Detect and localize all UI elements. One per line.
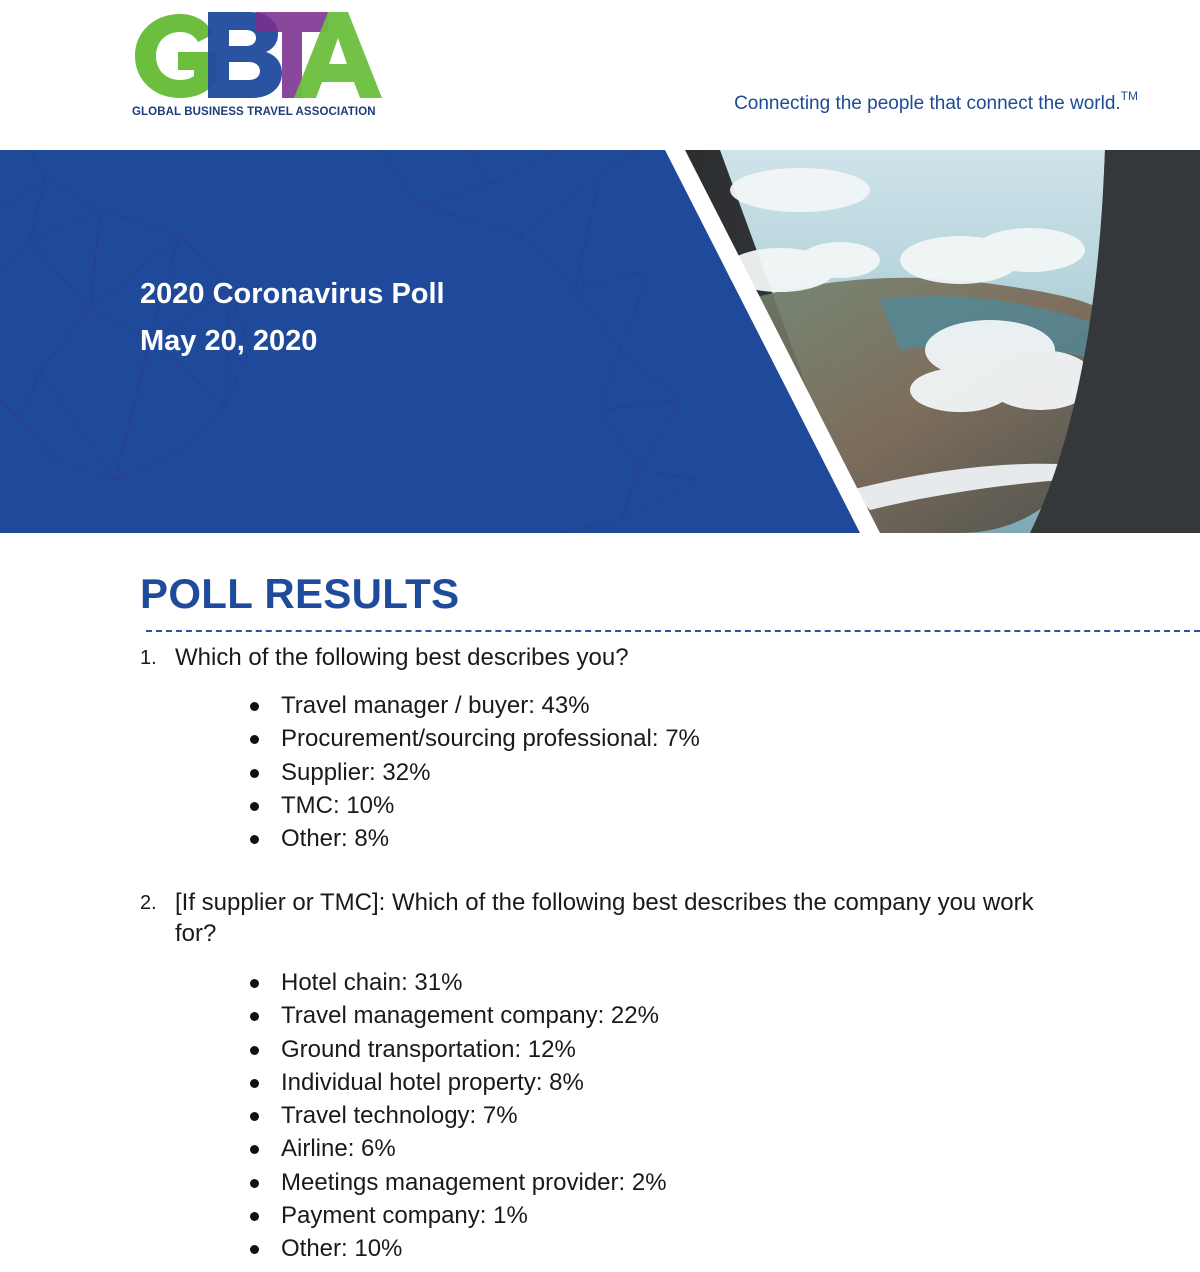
answer-list-2: Hotel chain: 31% Travel management compa… <box>246 966 667 1266</box>
answer-text: Other: 8% <box>281 825 390 853</box>
question-text: Which of the following best describes yo… <box>175 644 629 671</box>
answer-text: Payment company: 1% <box>281 1202 528 1230</box>
question-2: 2. [If supplier or TMC]: Which of the fo… <box>140 887 1040 949</box>
answer-text: Individual hotel property: 8% <box>281 1068 584 1096</box>
tagline: Connecting the people that connect the w… <box>734 89 1138 115</box>
question-text: [If supplier or TMC]: Which of the follo… <box>175 889 1034 947</box>
question-1: 1. Which of the following best describes… <box>140 642 1040 673</box>
blue-panel <box>0 150 860 533</box>
bullet-icon <box>250 1045 259 1055</box>
poll-title: 2020 Coronavirus Poll <box>140 278 445 310</box>
bullet-icon <box>250 979 259 988</box>
bullet-icon <box>250 1112 259 1122</box>
bullet-icon <box>250 1078 259 1088</box>
answer-item: Travel technology: 7% <box>246 1099 667 1132</box>
bullet-icon <box>250 801 259 811</box>
banner-graphic <box>0 150 1200 533</box>
answer-item: Hotel chain: 31% <box>246 966 667 999</box>
answer-text: Travel management company: 22% <box>281 1002 659 1030</box>
tagline-text: Connecting the people that connect the w… <box>734 93 1121 114</box>
answer-item: Other: 8% <box>246 822 700 855</box>
trademark-mark: TM <box>1120 89 1138 103</box>
hero-banner: 2020 Coronavirus Poll May 20, 2020 <box>0 150 1200 533</box>
poll-date: May 20, 2020 <box>140 325 318 357</box>
answer-text: Supplier: 32% <box>281 758 431 786</box>
poll-results-heading: POLL RESULTS <box>140 570 460 617</box>
bullet-icon <box>250 702 259 711</box>
answer-list-1: Travel manager / buyer: 43% Procurement/… <box>246 689 700 855</box>
answer-item: Travel manager / buyer: 43% <box>246 689 700 722</box>
answer-item: Payment company: 1% <box>246 1199 667 1232</box>
dashed-divider <box>146 630 1200 632</box>
bullet-icon <box>250 735 259 745</box>
bullet-icon <box>250 1212 259 1222</box>
answer-text: TMC: 10% <box>281 791 395 819</box>
answer-text: Hotel chain: 31% <box>281 969 463 996</box>
answer-item: Individual hotel property: 8% <box>246 1066 667 1099</box>
bullet-icon <box>250 1245 259 1255</box>
bullet-icon <box>250 1145 259 1155</box>
network-pattern <box>0 150 701 533</box>
question-number: 1. <box>140 647 157 669</box>
answer-text: Airline: 6% <box>281 1135 396 1163</box>
answer-item: Procurement/sourcing professional: 7% <box>246 722 700 755</box>
answer-item: Supplier: 32% <box>246 756 700 789</box>
diagonal-divider <box>665 150 880 533</box>
answer-text: Meetings management provider: 2% <box>281 1168 667 1196</box>
answer-item: Ground transportation: 12% <box>246 1033 667 1066</box>
logo-subtitle: GLOBAL BUSINESS TRAVEL ASSOCIATION <box>132 106 376 118</box>
answer-item: TMC: 10% <box>246 789 700 822</box>
answer-text: Travel manager / buyer: 43% <box>281 692 590 719</box>
answer-item: Airline: 6% <box>246 1132 667 1165</box>
answer-text: Procurement/sourcing professional: 7% <box>281 725 700 753</box>
gbta-logo-mark <box>135 12 382 98</box>
window-frame-edge <box>1030 150 1200 533</box>
bullet-icon <box>250 835 259 845</box>
clouds <box>725 168 1095 412</box>
answer-text: Travel technology: 7% <box>281 1102 518 1130</box>
answer-text: Other: 10% <box>281 1235 403 1263</box>
answer-item: Travel management company: 22% <box>246 999 667 1032</box>
bullet-icon <box>250 768 259 778</box>
bullet-icon <box>250 1178 259 1188</box>
answer-item: Other: 10% <box>246 1232 667 1265</box>
answer-text: Ground transportation: 12% <box>281 1035 576 1063</box>
answer-item: Meetings management provider: 2% <box>246 1166 667 1199</box>
question-number: 2. <box>140 892 157 914</box>
gbta-logo: GLOBAL BUSINESS TRAVEL ASSOCIATION <box>132 6 384 122</box>
airplane-wing <box>850 463 1060 510</box>
bullet-icon <box>250 1012 259 1022</box>
